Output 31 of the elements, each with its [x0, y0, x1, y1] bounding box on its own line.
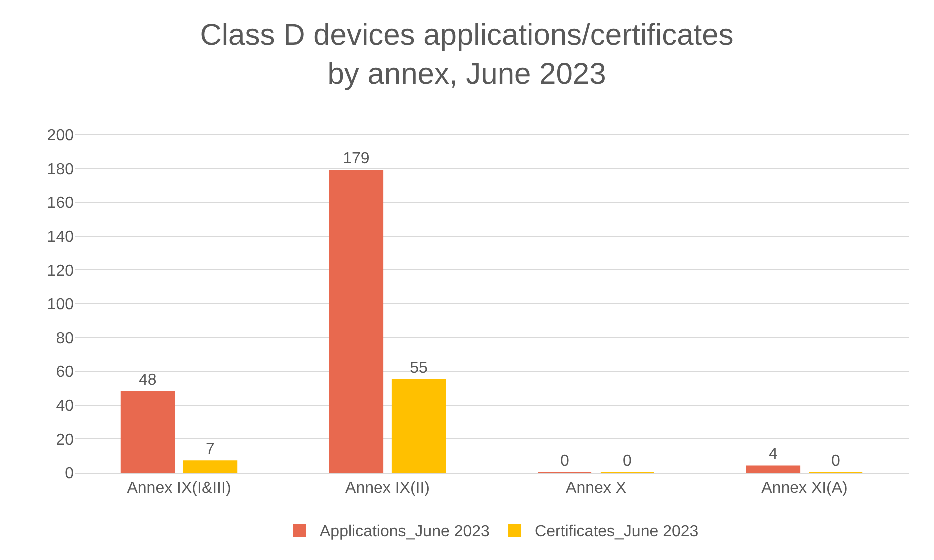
y-tick-label: 80: [56, 330, 74, 348]
data-label: 0: [832, 453, 841, 470]
y-tick-label: 0: [65, 466, 74, 483]
y-tick-label: 140: [47, 229, 74, 246]
x-tick-label: Annex IX(I&III): [127, 480, 232, 498]
y-tick-label: 60: [56, 364, 74, 382]
bar: [120, 391, 176, 473]
y-tick-label: 160: [47, 195, 74, 212]
y-tick-label: 120: [47, 262, 74, 280]
bar: [183, 460, 238, 473]
data-label: 55: [410, 360, 428, 378]
data-label: 4: [768, 446, 778, 464]
x-tick-label: Annex XI(A): [762, 480, 848, 498]
data-label: 0: [623, 453, 632, 470]
y-tick-label: 180: [47, 161, 74, 178]
y-tick-label: 20: [56, 432, 74, 449]
data-label: 7: [206, 441, 216, 458]
x-tick-label: Annex X: [566, 480, 627, 498]
data-label: 179: [343, 150, 370, 168]
legend-label: Applications_June 2023: [320, 524, 490, 541]
bar: [746, 466, 801, 473]
y-tick-label: 40: [56, 398, 74, 415]
bar: [392, 380, 446, 473]
y-tick-label: 200: [47, 128, 74, 145]
legend-label: Certificates_June 2023: [535, 524, 699, 541]
data-label: 48: [139, 372, 157, 389]
y-tick-label: 100: [47, 296, 74, 314]
x-tick-label: Annex IX(II): [346, 480, 430, 498]
data-label: 0: [560, 453, 570, 470]
bar: [329, 170, 384, 473]
chart-title: Class D devices applications/certificates by annex, June 2023: [200, 18, 734, 91]
